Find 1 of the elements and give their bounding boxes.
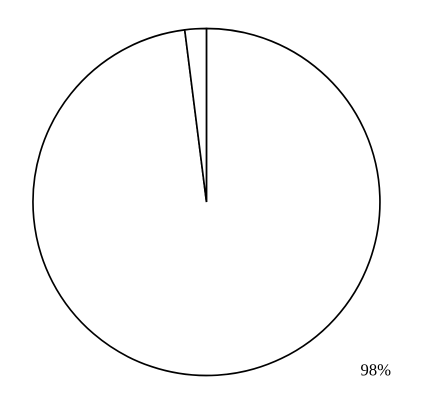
data-label: 98% — [361, 364, 390, 376]
